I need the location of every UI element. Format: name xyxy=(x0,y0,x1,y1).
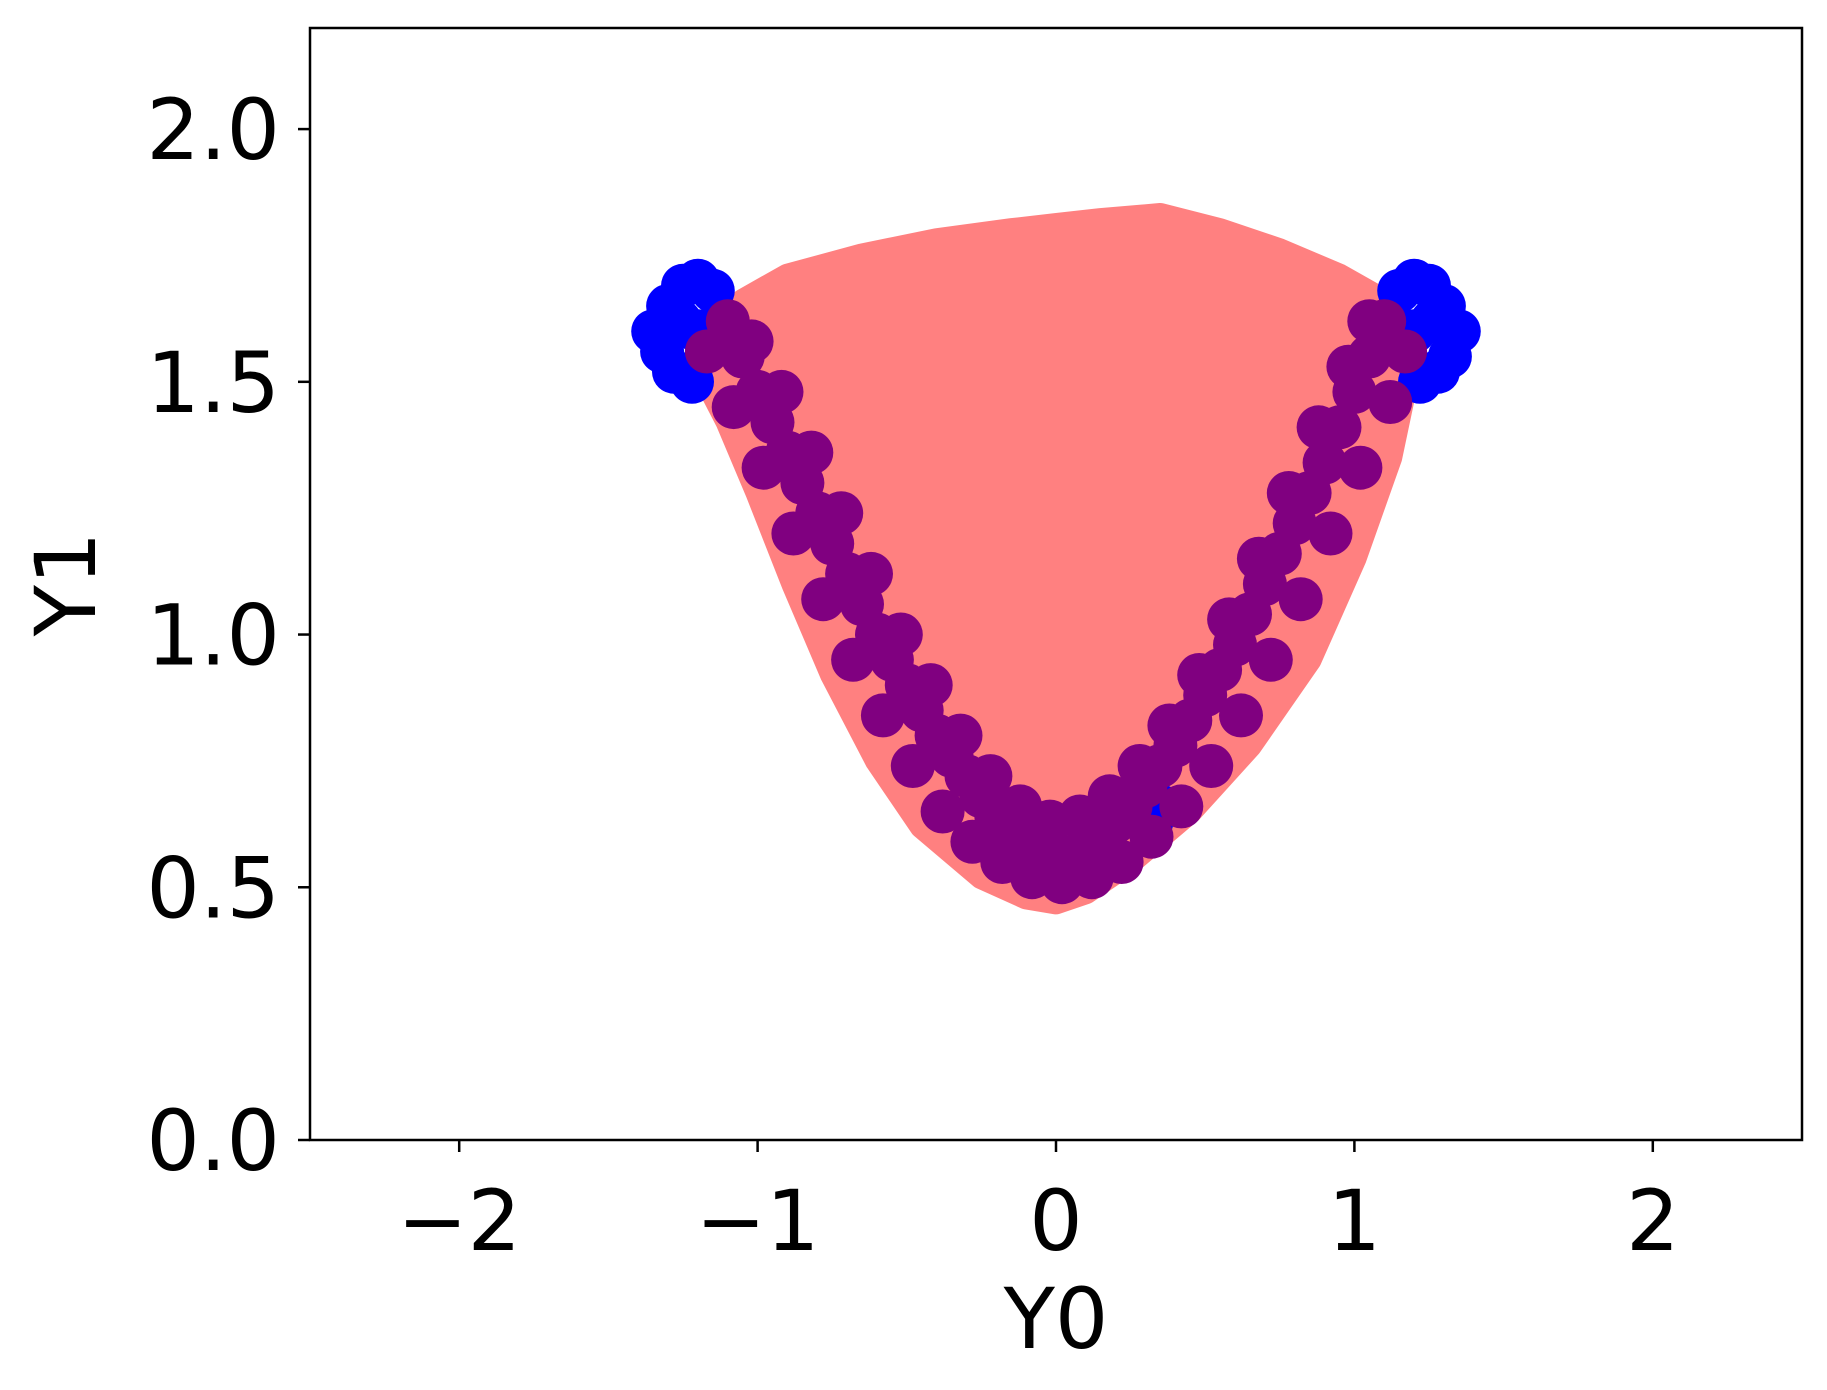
scatter-point xyxy=(1099,840,1144,884)
scatter-point xyxy=(920,789,965,834)
scatter-point xyxy=(801,577,846,622)
scatter-point xyxy=(759,369,804,414)
y-axis-label: Y1 xyxy=(17,532,115,638)
y-tick-label: 2.0 xyxy=(146,81,280,179)
scatter-point xyxy=(938,713,983,758)
scatter-point xyxy=(771,511,816,556)
scatter-point xyxy=(684,329,729,374)
scatter-point xyxy=(908,663,953,708)
scatter-point xyxy=(741,445,786,490)
scatter-point xyxy=(1189,744,1234,788)
scatter-point xyxy=(1302,440,1347,485)
x-tick-label: 2 xyxy=(1626,1172,1679,1270)
scatter-point xyxy=(789,430,834,475)
x-tick-label: −2 xyxy=(397,1172,521,1270)
scatter-point xyxy=(1087,774,1132,819)
scatter-point xyxy=(729,319,774,364)
x-axis-label: Y0 xyxy=(1003,1270,1109,1368)
x-tick-label: 1 xyxy=(1328,1172,1381,1270)
scatter-point xyxy=(1219,693,1263,738)
x-tick-label: 0 xyxy=(1029,1172,1082,1270)
scatter-point xyxy=(968,754,1013,799)
y-tick-label: 1.5 xyxy=(146,334,280,432)
scatter-point xyxy=(1266,471,1311,515)
region-series-0 xyxy=(691,203,1421,915)
x-tick-label: −1 xyxy=(696,1172,820,1270)
plot-content xyxy=(631,203,1481,915)
scatter-point xyxy=(890,744,935,788)
scatter-point xyxy=(1248,637,1293,682)
scatter-point xyxy=(1147,703,1192,748)
scatter-point xyxy=(878,612,923,657)
plot-area xyxy=(631,203,1481,915)
scatter-point xyxy=(1368,380,1413,424)
scatter-point xyxy=(819,491,864,536)
scatter-point xyxy=(1278,577,1323,622)
scatter-point xyxy=(1236,536,1281,581)
scatter-point xyxy=(1296,405,1341,450)
scatter-point xyxy=(1159,784,1204,829)
scatter-point xyxy=(860,693,905,738)
y-tick-label: 1.0 xyxy=(146,587,280,685)
scatter-point xyxy=(1338,445,1383,490)
scatter-point xyxy=(1177,653,1222,697)
scatter-point xyxy=(1326,344,1371,389)
y-tick-label: 0.5 xyxy=(146,839,280,937)
scatter-point xyxy=(1117,744,1162,788)
scatter-point xyxy=(1129,814,1174,859)
scatter-point xyxy=(711,385,756,430)
scatter-point xyxy=(1347,299,1392,344)
scatter-point xyxy=(1383,329,1428,374)
scatter-point xyxy=(1308,511,1353,556)
scatter-point xyxy=(831,637,876,682)
scatter-point xyxy=(1207,597,1252,642)
y-tick-label: 0.0 xyxy=(146,1092,280,1190)
scatter-point xyxy=(849,551,893,596)
series-2 xyxy=(684,299,1428,905)
axes: −2 −1 0 1 2 0.0 0.5 1.0 1.5 2.0 Y0 Y1 xyxy=(17,26,1804,1368)
